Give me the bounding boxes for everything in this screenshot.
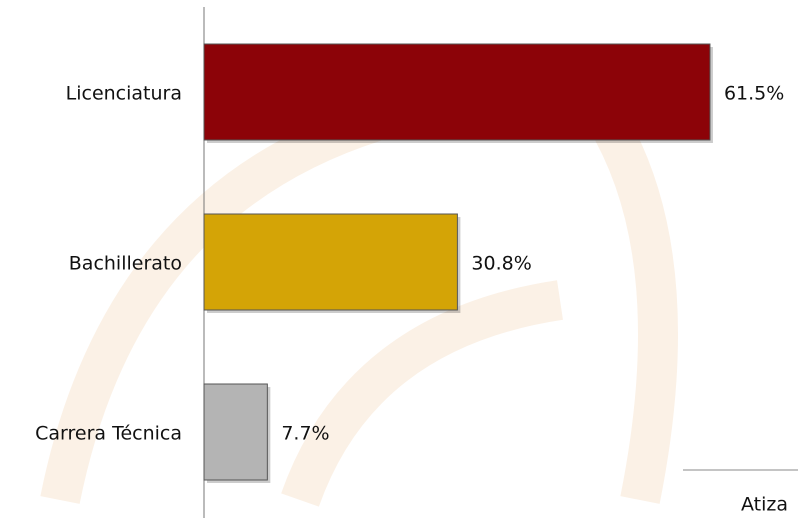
y-tick-label: Licenciatura bbox=[66, 83, 182, 105]
bar bbox=[203, 43, 711, 141]
watermark-arc bbox=[40, 100, 386, 504]
value-label: 30.8% bbox=[471, 253, 531, 275]
value-label: 61.5% bbox=[724, 83, 784, 105]
watermark-arc bbox=[281, 280, 563, 507]
y-tick-label: Carrera Técnica bbox=[35, 423, 182, 445]
annotation: Atiza bbox=[741, 494, 788, 516]
bar bbox=[203, 383, 268, 481]
bar bbox=[203, 213, 458, 311]
y-tick-label: Bachillerato bbox=[69, 253, 182, 275]
value-label: 7.7% bbox=[281, 423, 329, 445]
